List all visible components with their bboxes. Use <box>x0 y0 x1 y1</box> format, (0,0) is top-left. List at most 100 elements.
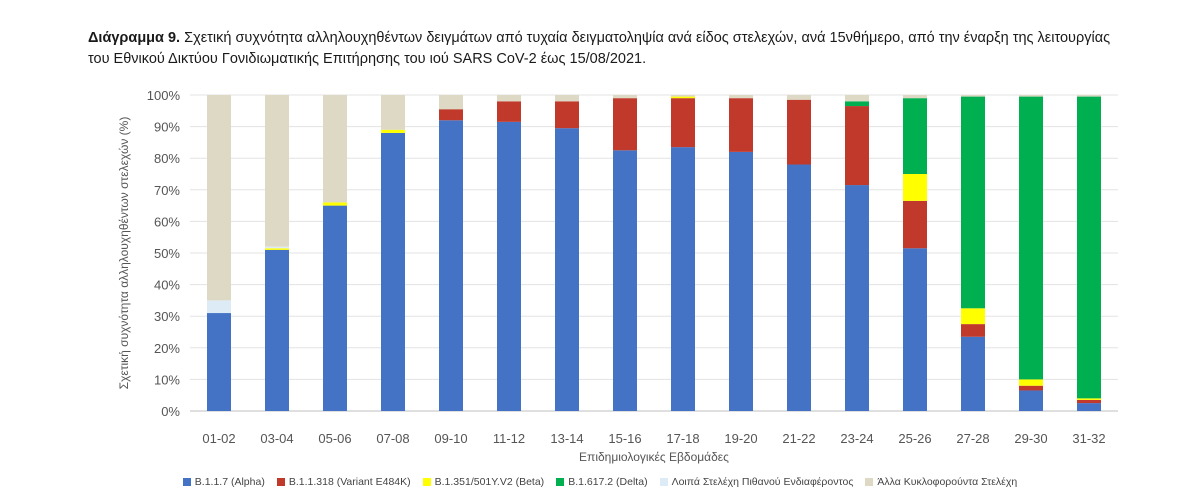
bar-segment <box>207 95 231 301</box>
bar-segment <box>1019 390 1043 411</box>
x-tick-label: 11-12 <box>493 431 525 446</box>
bar-segment <box>845 95 869 102</box>
y-tick-label: 60% <box>154 214 180 229</box>
x-tick-label: 03-04 <box>260 431 293 446</box>
y-tick-label: 20% <box>154 341 180 356</box>
bar-segment <box>323 202 347 206</box>
bar-segment <box>729 98 753 152</box>
legend-item: B.1.617.2 (Delta) <box>556 476 648 488</box>
bar-segment <box>439 95 463 110</box>
bar-segment <box>439 120 463 411</box>
bar-segment <box>845 106 869 186</box>
y-tick-label: 100% <box>147 88 181 103</box>
y-tick-label: 30% <box>154 309 180 324</box>
figure-caption-prefix: Διάγραμμα 9. <box>88 30 181 46</box>
bar-segment <box>555 128 579 411</box>
y-axis-ticks: 0% 10% 20% 30% 40% 50% 60% 70% 80% 90% 100% <box>147 88 181 419</box>
bar-segment <box>613 95 637 99</box>
x-tick-label: 05-06 <box>318 431 351 446</box>
x-tick-label: 21-22 <box>782 431 815 446</box>
legend-swatch <box>182 478 191 486</box>
legend-swatch <box>276 478 285 486</box>
bar-segment <box>207 300 231 314</box>
y-tick-label: 40% <box>154 278 180 293</box>
bar-segment <box>497 101 521 122</box>
x-tick-label: 01-02 <box>202 431 235 446</box>
bar-segment <box>787 99 811 165</box>
legend-label: B.1.1.318 (Variant E484K) <box>288 476 411 488</box>
bar-segment <box>787 164 811 411</box>
bar-segment <box>903 98 927 174</box>
figure-caption: Διάγραμμα 9. Σχετική συχνότητα αλληλουχη… <box>88 28 1128 70</box>
y-tick-label: 80% <box>154 151 180 166</box>
x-axis-title: Επιδημιολογικές Εβδομάδες <box>579 450 729 464</box>
x-tick-label: 27-28 <box>956 431 989 446</box>
bar-segment <box>903 200 927 249</box>
bar-segment <box>1077 403 1101 411</box>
bar-segment <box>961 95 985 97</box>
y-tick-label: 50% <box>154 246 180 261</box>
x-axis-ticks: 01-02 03-04 05-06 07-08 09-10 11-12 13-14 15-16… <box>202 431 1105 446</box>
legend-label: Άλλα Κυκλοφορούντα Στελέχη <box>877 476 1018 488</box>
legend-label: B.1.617.2 (Delta) <box>568 476 648 488</box>
bar-segment <box>323 95 347 203</box>
bar-segment <box>207 313 231 411</box>
x-tick-label: 13-14 <box>550 431 583 446</box>
bar-segment <box>961 336 985 411</box>
bar-segment <box>961 96 985 309</box>
x-tick-label: 25-26 <box>898 431 931 446</box>
bar-segment <box>1019 379 1043 386</box>
bar-segment <box>1077 398 1101 400</box>
bar-segment <box>1019 385 1043 391</box>
bar-segment <box>671 98 695 148</box>
bar-segment <box>671 95 695 97</box>
legend-item: B.1.1.7 (Alpha) <box>182 476 265 488</box>
bar-segment <box>903 248 927 411</box>
y-tick-label: 10% <box>154 372 180 387</box>
legend-label: B.1.351/501Y.V2 (Beta) <box>434 476 545 488</box>
x-tick-label: 31-32 <box>1072 431 1105 446</box>
legend-item: Άλλα Κυκλοφορούντα Στελέχη <box>865 476 1017 488</box>
bar-segment <box>265 95 289 247</box>
bar-segment <box>555 101 579 129</box>
legend-swatch <box>659 478 668 486</box>
bar-segment <box>497 121 521 412</box>
bar-segment <box>961 308 985 325</box>
y-tick-label: 70% <box>154 183 180 198</box>
bar-segment <box>381 129 405 133</box>
chart-legend: B.1.1.7 (Alpha) B.1.1.318 (Variant E484K)… <box>0 476 1200 488</box>
x-tick-label: 23-24 <box>840 431 873 446</box>
bar-segment <box>671 147 695 411</box>
bar-segment <box>903 174 927 201</box>
bar-segment <box>1077 399 1101 404</box>
bar-segment <box>1019 95 1043 97</box>
x-tick-label: 09-10 <box>434 431 467 446</box>
legend-swatch <box>865 478 874 486</box>
bar-segment <box>903 95 927 99</box>
legend-swatch <box>422 478 431 486</box>
bar-segment <box>497 95 521 102</box>
bars <box>207 95 1101 412</box>
legend-item: B.1.1.318 (Variant E484K) <box>276 476 411 488</box>
bar-segment <box>381 95 405 130</box>
bar-segment <box>671 96 695 99</box>
x-tick-label: 19-20 <box>724 431 757 446</box>
legend-swatch <box>556 478 565 486</box>
bar-segment <box>729 151 753 411</box>
legend-label: Λοιπά Στελέχη Πιθανού Ενδιαφέροντος <box>671 476 854 488</box>
bar-segment <box>555 95 579 102</box>
figure-caption-text: Σχετική συχνότητα αλληλουχηθέντων δειγμά… <box>88 30 1111 67</box>
bar-segment <box>1077 95 1101 97</box>
legend-item: B.1.351/501Y.V2 (Beta) <box>422 476 545 488</box>
legend-label: B.1.1.7 (Alpha) <box>194 476 265 488</box>
bar-segment <box>1077 96 1101 399</box>
legend-item: Λοιπά Στελέχη Πιθανού Ενδιαφέροντος <box>659 476 854 488</box>
x-tick-label: 17-18 <box>666 431 699 446</box>
bar-segment <box>265 248 289 250</box>
bar-segment <box>265 246 289 249</box>
bar-segment <box>439 109 463 121</box>
y-axis-title: Σχετική συχνότητα αλληλουχηθέντων στελεχ… <box>117 117 131 390</box>
x-tick-label: 29-30 <box>1014 431 1047 446</box>
bar-segment <box>613 98 637 151</box>
